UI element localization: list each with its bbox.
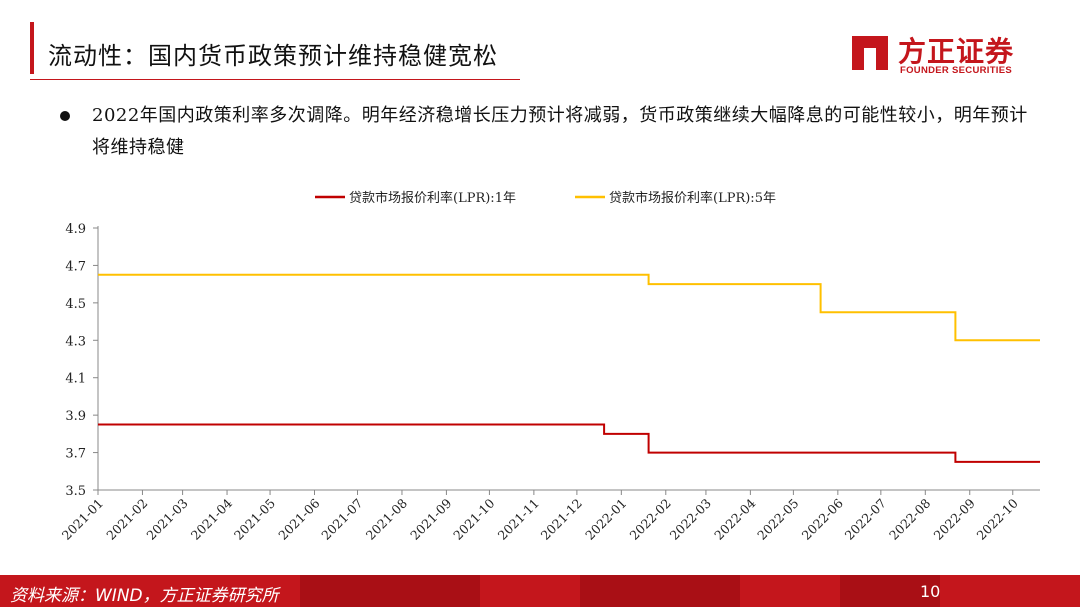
- legend-label-2: 贷款市场报价利率(LPR):5年: [609, 190, 776, 206]
- x-tick-label: 2021-08: [363, 495, 410, 542]
- y-tick-label: 3.9: [65, 409, 86, 424]
- series-line-1: [98, 423, 1040, 463]
- bullet-text: 2022年国内政策利率多次调降。明年经济稳增长压力预计将减弱，货币政策继续大幅降…: [92, 105, 1028, 158]
- x-tick-label: 2021-06: [275, 495, 322, 542]
- x-tick-label: 2022-03: [667, 495, 714, 542]
- lpr-line-chart: 3.53.73.94.14.34.54.74.92021-012021-0220…: [59, 190, 1040, 543]
- x-tick-label: 2021-05: [231, 496, 278, 543]
- series-line-2: [98, 273, 1040, 342]
- x-tick-label: 2022-04: [711, 495, 758, 542]
- logo-name-cn: 方正证券: [898, 35, 1015, 68]
- legend-label-1: 贷款市场报价利率(LPR):1年: [349, 190, 516, 206]
- x-tick-label: 2022-01: [582, 496, 629, 543]
- x-tick-label: 2021-09: [407, 495, 454, 542]
- founder-logo-icon: [852, 36, 888, 70]
- x-tick-label: 2021-12: [538, 496, 585, 543]
- footer-source: 资料来源：WIND，方正证券研究所: [10, 586, 279, 606]
- x-tick-label: 2021-02: [103, 496, 150, 543]
- footer-accent: [580, 575, 740, 607]
- x-tick-label: 2022-08: [886, 495, 933, 542]
- logo-name-en: FOUNDER SECURITIES: [900, 65, 1013, 76]
- y-tick-label: 3.5: [65, 484, 86, 499]
- y-tick-label: 4.9: [65, 222, 86, 237]
- footer-accent: [840, 575, 940, 607]
- title-accent-bar: [30, 22, 34, 74]
- page-title: 流动性：国内货币政策预计维持稳健宽松: [48, 42, 498, 70]
- bullet-dot-icon: [60, 111, 70, 121]
- x-tick-label: 2021-04: [188, 495, 235, 542]
- x-tick-label: 2022-06: [799, 495, 846, 542]
- x-tick-label: 2022-10: [974, 495, 1021, 542]
- x-tick-label: 2021-01: [59, 496, 106, 543]
- x-tick-label: 2022-05: [754, 496, 801, 543]
- x-tick-label: 2021-10: [450, 495, 497, 542]
- y-tick-label: 4.7: [65, 259, 86, 274]
- x-tick-label: 2022-07: [842, 495, 889, 542]
- x-tick-label: 2022-02: [627, 496, 674, 543]
- y-tick-label: 4.5: [65, 297, 86, 312]
- x-tick-label: 2021-11: [495, 496, 542, 543]
- footer-bar: 资料来源：WIND，方正证券研究所 10: [0, 575, 1080, 607]
- y-tick-label: 4.3: [65, 334, 86, 349]
- company-logo: 方正证券 FOUNDER SECURITIES: [848, 30, 1038, 78]
- x-tick-label: 2021-07: [318, 495, 365, 542]
- x-tick-label: 2022-09: [931, 495, 978, 542]
- y-tick-label: 3.7: [65, 447, 86, 462]
- x-tick-label: 2021-03: [143, 495, 190, 542]
- footer-accent: [300, 575, 480, 607]
- title-underline: [30, 79, 520, 80]
- page-number: 10: [920, 582, 941, 601]
- y-tick-label: 4.1: [65, 372, 86, 387]
